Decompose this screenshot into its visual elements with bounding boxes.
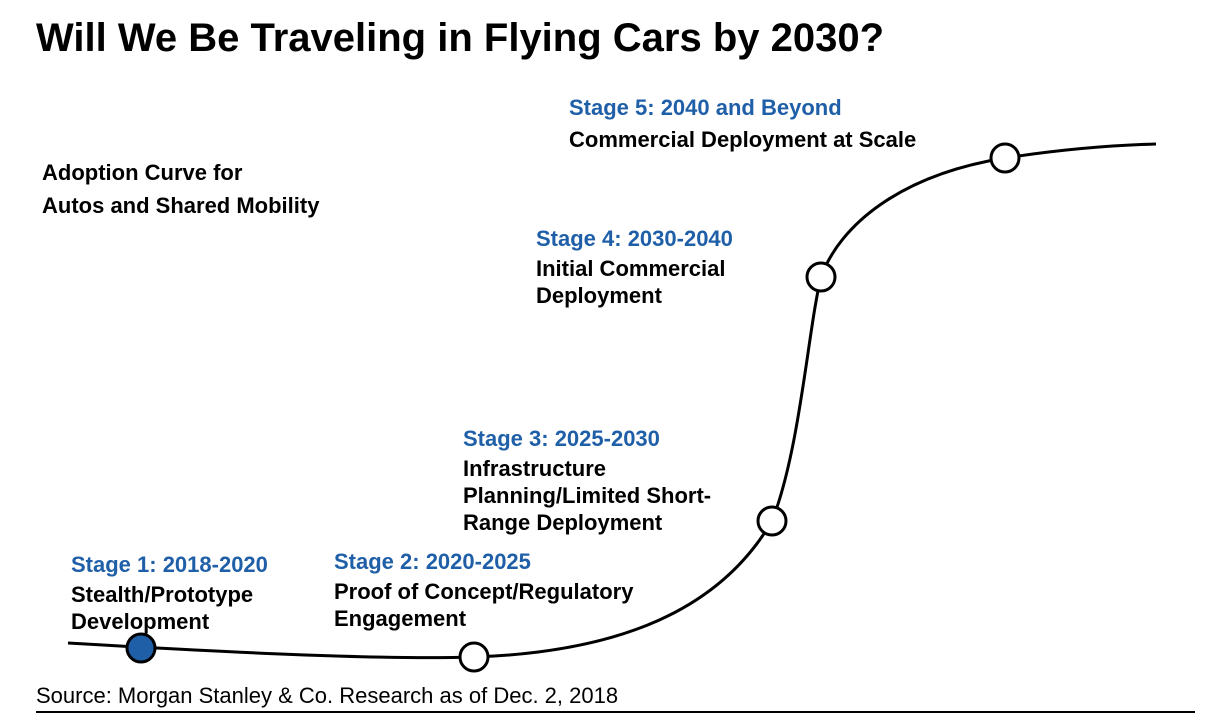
stage-heading: Stage 3: 2025-2030 bbox=[463, 426, 660, 451]
stage-description-line: Development bbox=[71, 609, 210, 634]
stage-4-marker bbox=[805, 261, 837, 293]
source-underline bbox=[36, 711, 1195, 713]
stage-heading: Stage 5: 2040 and Beyond bbox=[569, 95, 842, 120]
stage-description-line: Engagement bbox=[334, 606, 467, 631]
stage-description-line: Infrastructure bbox=[463, 456, 607, 481]
stage-4-label: Stage 4: 2030-2040 Initial Commercial De… bbox=[536, 223, 733, 309]
stage-description: Stealth/Prototype Development bbox=[71, 581, 268, 635]
stage-2-label: Stage 2: 2020-2025 Proof of Concept/Regu… bbox=[334, 546, 633, 632]
subtitle-line: Adoption Curve for bbox=[42, 160, 243, 185]
stage-description-line: Deployment bbox=[536, 283, 662, 308]
stage-3-marker bbox=[756, 505, 788, 537]
stage-description-line: Stealth/Prototype bbox=[71, 582, 254, 607]
stage-description-line: Range Deployment bbox=[463, 510, 663, 535]
stage-description: Proof of Concept/Regulatory Engagement bbox=[334, 578, 633, 632]
stage-1-label: Stage 1: 2018-2020 Stealth/Prototype Dev… bbox=[71, 549, 268, 635]
source-note: Source: Morgan Stanley & Co. Research as… bbox=[36, 683, 619, 708]
stage-1-marker bbox=[125, 632, 157, 664]
stage-heading: Stage 1: 2018-2020 bbox=[71, 552, 268, 577]
stage-description: Initial Commercial Deployment bbox=[536, 255, 733, 309]
stage-5-label: Stage 5: 2040 and Beyond Commercial Depl… bbox=[569, 92, 916, 156]
stage-description: Commercial Deployment at Scale bbox=[569, 124, 916, 156]
subtitle-line: Autos and Shared Mobility bbox=[42, 193, 320, 218]
stage-heading: Stage 4: 2030-2040 bbox=[536, 226, 733, 251]
stage-heading: Stage 2: 2020-2025 bbox=[334, 549, 531, 574]
stage-description: Infrastructure Planning/Limited Short- R… bbox=[463, 455, 711, 536]
stage-3-label: Stage 3: 2025-2030 Infrastructure Planni… bbox=[463, 423, 711, 536]
page-title: Will We Be Traveling in Flying Cars by 2… bbox=[36, 16, 885, 60]
stage-description-line: Proof of Concept/Regulatory bbox=[334, 579, 634, 604]
stage-2-marker bbox=[458, 641, 490, 673]
stage-description-line: Planning/Limited Short- bbox=[463, 483, 712, 508]
stage-description-line: Commercial Deployment at Scale bbox=[569, 127, 917, 152]
stage-description-line: Initial Commercial bbox=[536, 256, 726, 281]
stage-5-marker bbox=[989, 142, 1021, 174]
curve-subtitle: Adoption Curve for Autos and Shared Mobi… bbox=[42, 156, 319, 222]
